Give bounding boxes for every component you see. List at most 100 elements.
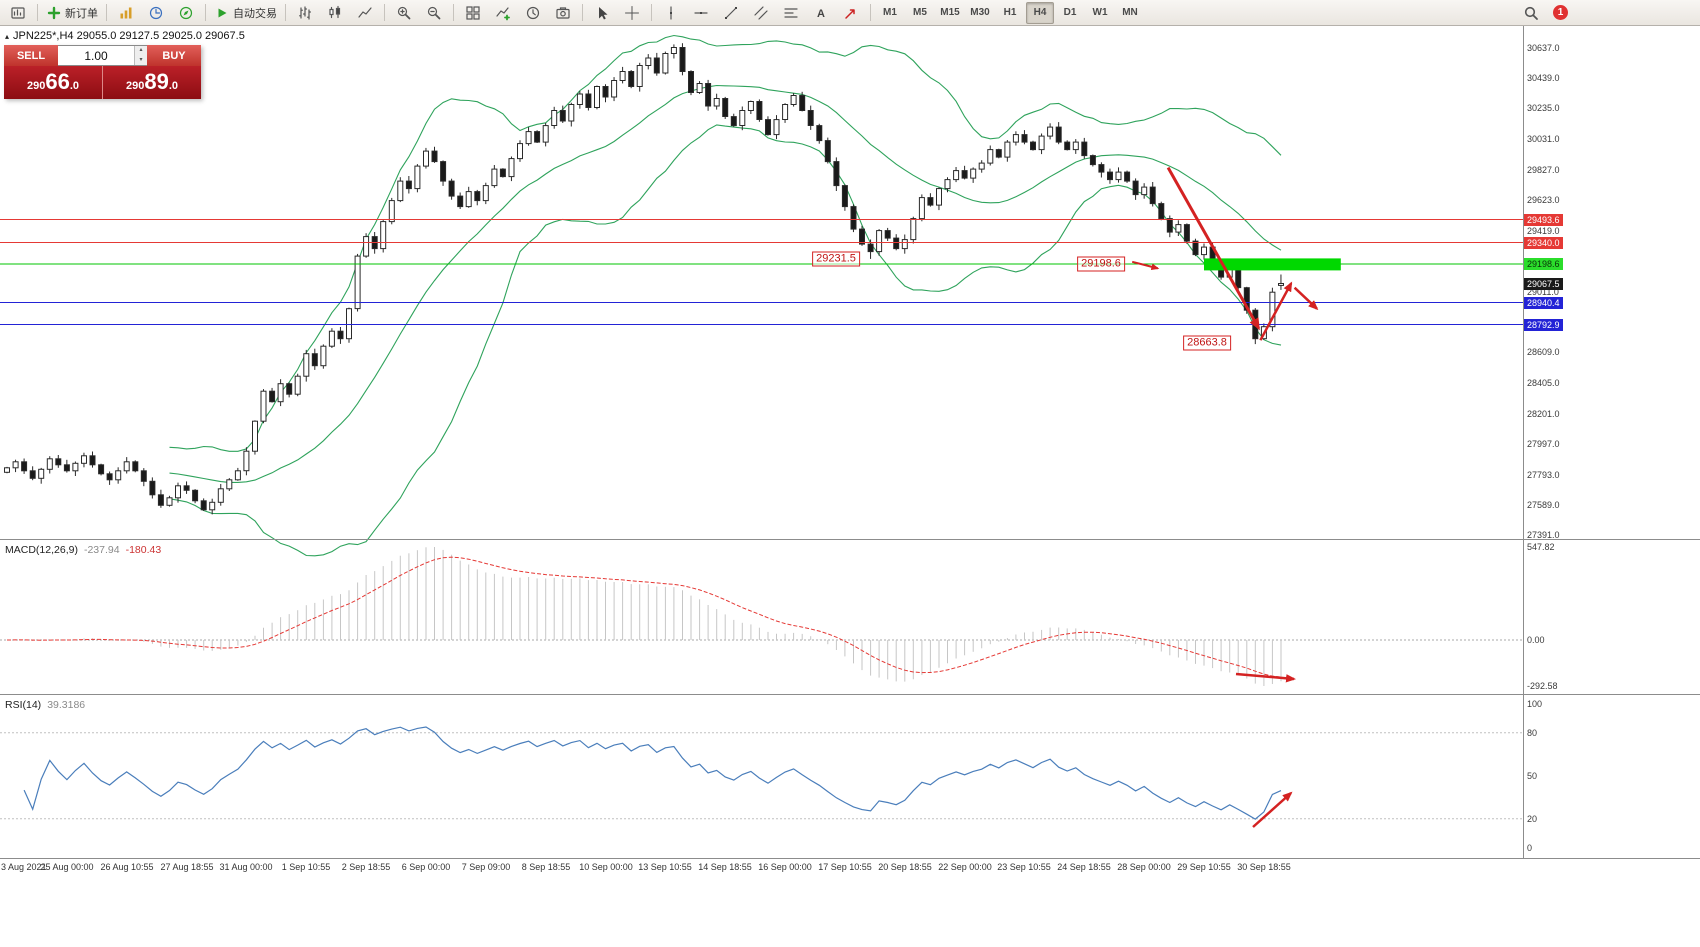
timeframe-m30-button[interactable]: M30	[970, 7, 990, 18]
notification-badge[interactable]: 1	[1553, 5, 1568, 20]
volume-up-button[interactable]: ▴	[135, 46, 147, 56]
cursor-button[interactable]	[587, 1, 617, 25]
crosshair-button[interactable]	[617, 1, 647, 25]
screenshot-button[interactable]	[548, 1, 578, 25]
navigator-button[interactable]	[171, 1, 201, 25]
chart-window-button[interactable]	[3, 1, 33, 25]
buy-price-button[interactable]: 290 89.0	[102, 66, 201, 99]
periods-icon	[526, 6, 540, 19]
horizontal-line-button[interactable]	[686, 1, 716, 25]
autotrading-label: 自动交易	[233, 7, 277, 20]
price-chart-canvas[interactable]	[0, 26, 1700, 860]
toolbar-separator	[582, 4, 583, 21]
macd-indicator-label: MACD(12,26,9) -237.94 -180.43	[5, 544, 161, 556]
timeframe-d1-button[interactable]: D1	[1063, 7, 1077, 18]
timeframe-m1-button[interactable]: M1	[883, 7, 897, 18]
toolbar-separator	[37, 4, 38, 21]
timeframe-m15-button[interactable]: M15	[940, 7, 960, 18]
rsi-arrow	[1252, 791, 1293, 828]
timeframe-h4-button[interactable]: H4	[1026, 1, 1054, 24]
volume-down-button[interactable]: ▾	[135, 55, 147, 65]
vertical-line-button[interactable]	[656, 1, 686, 25]
bars-chart-button[interactable]	[290, 1, 320, 25]
time-axis-label: 22 Sep 00:00	[938, 862, 992, 872]
price-axis-label: 30439.0	[1527, 73, 1560, 83]
autotrading-button[interactable]: 自动交易	[210, 1, 281, 25]
trend-arrow	[1259, 281, 1293, 341]
volume-stepper[interactable]: 1.00 ▴ ▾	[58, 45, 147, 66]
time-axis-label: 31 Aug 00:00	[219, 862, 273, 872]
price-axis-label: 28609.0	[1527, 347, 1560, 357]
data-window-icon	[149, 6, 163, 19]
volume-value[interactable]: 1.00	[84, 48, 108, 63]
price-annotation[interactable]: 29231.5	[812, 251, 860, 267]
indicators-button[interactable]	[488, 1, 518, 25]
channel-button[interactable]	[746, 1, 776, 25]
market-watch-button[interactable]	[111, 1, 141, 25]
price-annotation[interactable]: 29198.6	[1077, 256, 1125, 272]
time-axis-label: 20 Sep 18:55	[878, 862, 932, 872]
trend-arrow	[1131, 260, 1160, 271]
time-axis-label: 28 Sep 00:00	[1117, 862, 1171, 872]
zoom-out-button[interactable]	[419, 1, 449, 25]
rsi-line	[23, 726, 1282, 820]
line-chart-button[interactable]	[350, 1, 380, 25]
time-axis-label: 3 Aug 2021	[1, 862, 47, 872]
symbol-marker-icon: ▴	[5, 31, 10, 41]
price-axis-label: 30637.0	[1527, 43, 1560, 53]
fibonacci-button[interactable]	[776, 1, 806, 25]
rsi-axis-label: 20	[1527, 814, 1538, 824]
buy-price-big: 89	[144, 69, 169, 94]
trendline-button[interactable]	[716, 1, 746, 25]
timeframe-w1-button[interactable]: W1	[1092, 7, 1108, 18]
price-axis-label: 29623.0	[1527, 195, 1560, 205]
new-order-button[interactable]: 新订单	[42, 1, 102, 25]
indicators-icon	[496, 6, 510, 20]
bollinger-middle-line	[169, 84, 1282, 483]
tile-windows-button[interactable]	[458, 1, 488, 25]
new-order-label: 新订单	[65, 7, 98, 20]
timeframe-mn-button[interactable]: MN	[1122, 7, 1138, 18]
time-axis-label: 10 Sep 00:00	[579, 862, 633, 872]
price-level-chip: 28940.4	[1524, 297, 1563, 309]
text-label-button[interactable]: A	[806, 1, 836, 25]
sell-button[interactable]: SELL	[4, 45, 58, 66]
data-window-button[interactable]	[141, 1, 171, 25]
screenshot-icon	[556, 6, 570, 19]
text-label-icon: A	[817, 8, 825, 20]
macd-arrow	[1235, 672, 1296, 683]
sell-price-button[interactable]: 290 66.0	[4, 66, 102, 99]
price-annotation[interactable]: 28663.8	[1183, 335, 1231, 351]
time-axis-label: 6 Sep 00:00	[401, 862, 451, 872]
periods-button[interactable]	[518, 1, 548, 25]
toolbar-separator	[651, 4, 652, 21]
price-axis-label: 30235.0	[1527, 103, 1560, 113]
toolbar-separator	[205, 4, 206, 21]
annotation-arrows[interactable]	[1131, 166, 1319, 828]
price-level-chip: 28792.9	[1524, 319, 1563, 331]
navigator-icon	[179, 6, 193, 19]
price-axis-label: 29827.0	[1527, 165, 1560, 175]
panel-separators[interactable]	[0, 26, 1700, 860]
sell-price-post: .0	[69, 80, 80, 92]
zoom-out-icon	[427, 6, 441, 19]
search-button[interactable]	[1516, 1, 1546, 25]
timeframe-h1-button[interactable]: H1	[1003, 7, 1017, 18]
macd-signal-line	[6, 556, 1282, 678]
zoom-in-button[interactable]	[389, 1, 419, 25]
autotrading-play-icon	[218, 8, 227, 17]
arrow-tool-button[interactable]	[836, 1, 866, 25]
cursor-icon	[599, 6, 608, 19]
chart-area[interactable]: ▴ JPN225*,H4 29055.0 29127.5 29025.0 290…	[0, 26, 1700, 947]
rsi-name: RSI(14)	[5, 699, 42, 711]
candlestick-chart-button[interactable]	[320, 1, 350, 25]
timeframe-m5-button[interactable]: M5	[913, 7, 927, 18]
buy-button[interactable]: BUY	[147, 45, 201, 66]
support-zone-rect[interactable]	[1204, 258, 1341, 271]
buy-price-post: .0	[168, 80, 179, 92]
price-axis-label: 28405.0	[1527, 378, 1560, 388]
level-lines[interactable]	[0, 219, 1523, 326]
rsi-axis-label: 100	[1527, 699, 1543, 709]
time-axis-label: 24 Sep 18:55	[1057, 862, 1111, 872]
